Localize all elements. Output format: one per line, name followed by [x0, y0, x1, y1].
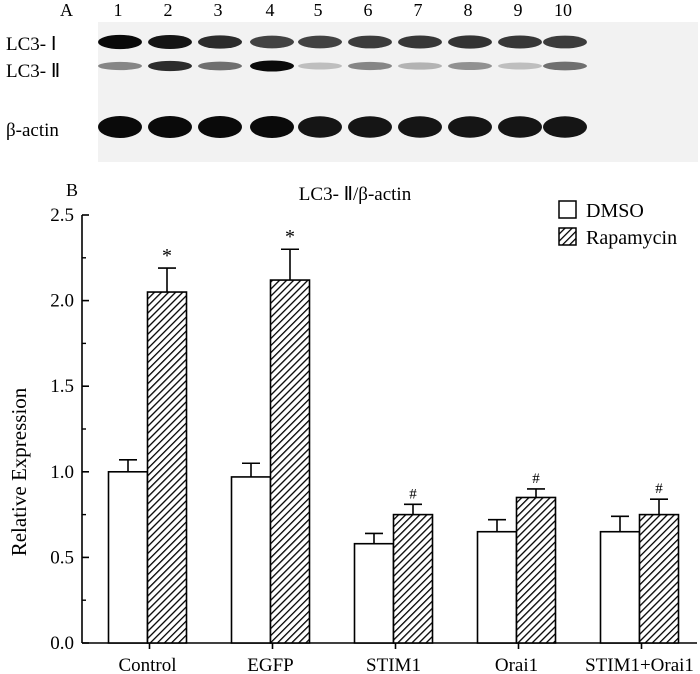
y-tick-label: 0.5	[50, 547, 74, 568]
y-axis-label: Relative Expression	[7, 387, 31, 556]
bar-dmso	[353, 542, 395, 644]
y-tick-label: 2.5	[50, 205, 74, 226]
blot-band	[348, 35, 392, 49]
lane-label: 10	[554, 0, 572, 20]
blot-band	[348, 116, 392, 138]
legend-label-dmso: DMSO	[586, 200, 644, 222]
x-tick-label: STIM1+Orai1	[585, 655, 694, 674]
lane-label: 2	[164, 0, 173, 20]
blot-band	[448, 35, 492, 49]
legend-swatch-rapamycin	[558, 227, 577, 246]
panel-a-label: A	[60, 0, 73, 20]
lane-labels: 1 2 3 4 5 6 7 8 9 10	[114, 0, 573, 20]
blot-band	[250, 116, 294, 138]
bar-rapamycin	[392, 513, 434, 644]
lane-label: 9	[514, 0, 523, 20]
panel-b-label: B	[66, 180, 78, 200]
bar-rapamycin	[515, 496, 557, 644]
lane-label: 5	[314, 0, 323, 20]
bars: * * # # #	[107, 226, 680, 644]
blot-band	[348, 61, 392, 71]
lane-label: 8	[464, 0, 473, 20]
x-tick-label: Orai1	[495, 655, 538, 674]
blot-row-label-lc3-ii: LC3- Ⅱ	[6, 61, 60, 82]
bar-rapamycin	[269, 279, 311, 644]
blot-band	[148, 35, 192, 49]
blot-band	[98, 116, 142, 138]
blot-row-label-beta-actin: β-actin	[6, 120, 59, 141]
blot-band	[298, 62, 342, 70]
legend-swatch-dmso	[558, 200, 577, 219]
significance-mark: #	[409, 486, 417, 502]
lane-label: 1	[114, 0, 123, 20]
blot-band	[543, 35, 587, 49]
blot-band	[398, 62, 442, 70]
blot-band	[543, 61, 587, 71]
blot-band	[543, 116, 587, 138]
chart-title: LC3- Ⅱ/β-actin	[299, 184, 412, 205]
blot-band	[498, 62, 542, 70]
bar-dmso	[599, 530, 641, 644]
blot-band	[198, 61, 242, 71]
x-tick-label: EGFP	[247, 655, 293, 674]
blot-band	[398, 116, 442, 138]
lane-label: 6	[364, 0, 373, 20]
blot-membrane	[98, 22, 698, 162]
lane-label: 7	[414, 0, 423, 20]
blot-bands	[98, 34, 587, 138]
blot-band	[198, 35, 242, 49]
x-tick-label: Control	[118, 655, 176, 674]
blot-band	[298, 116, 342, 138]
blot-band	[148, 60, 192, 72]
significance-mark: *	[162, 245, 172, 267]
blot-band	[498, 116, 542, 138]
y-tick-label: 1.0	[50, 462, 74, 483]
bar-rapamycin	[638, 513, 680, 644]
blot-band	[498, 35, 542, 49]
significance-mark: #	[532, 471, 540, 487]
significance-mark: *	[285, 226, 295, 248]
axes: 0.0 0.5 1.0 1.5 2.0 2.5 Control EGFP STIM1 Orai1 S…	[50, 205, 697, 674]
bar-chart: B LC3- Ⅱ/β-actin Relative Expression 0.0…	[7, 180, 697, 674]
y-tick-label: 2.0	[50, 291, 74, 312]
blot-band	[198, 116, 242, 138]
legend-label-rapamycin: Rapamycin	[586, 227, 677, 249]
bar-dmso	[107, 470, 149, 644]
blot-band	[98, 61, 142, 71]
blot-band	[98, 34, 142, 50]
legend: DMSO Rapamycin	[558, 200, 677, 249]
lane-label: 4	[266, 0, 275, 20]
western-blot-panel: A 1 2 3 4 5 6 7 8 9 10 LC3- Ⅰ LC3- Ⅱ β-actin	[6, 0, 698, 162]
blot-band	[448, 62, 492, 70]
bar-dmso	[476, 530, 518, 644]
significance-mark: #	[655, 481, 663, 497]
y-tick-label: 0.0	[50, 633, 74, 654]
bar-dmso	[230, 476, 272, 644]
blot-band	[250, 60, 294, 72]
blot-band	[298, 35, 342, 49]
blot-band	[398, 35, 442, 49]
bar-rapamycin	[146, 291, 188, 644]
lane-label: 3	[214, 0, 223, 20]
blot-band	[148, 116, 192, 138]
x-tick-label: STIM1	[366, 655, 421, 674]
blot-band	[448, 116, 492, 138]
y-tick-label: 1.5	[50, 376, 74, 397]
blot-row-label-lc3-i: LC3- Ⅰ	[6, 34, 56, 55]
blot-band	[250, 35, 294, 49]
